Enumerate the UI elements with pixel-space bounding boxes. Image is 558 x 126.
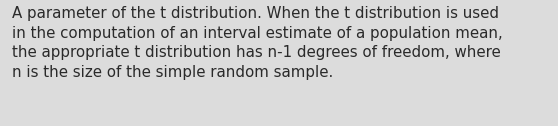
Text: A parameter of the t distribution. When the t distribution is used
in the comput: A parameter of the t distribution. When … [12,6,503,80]
